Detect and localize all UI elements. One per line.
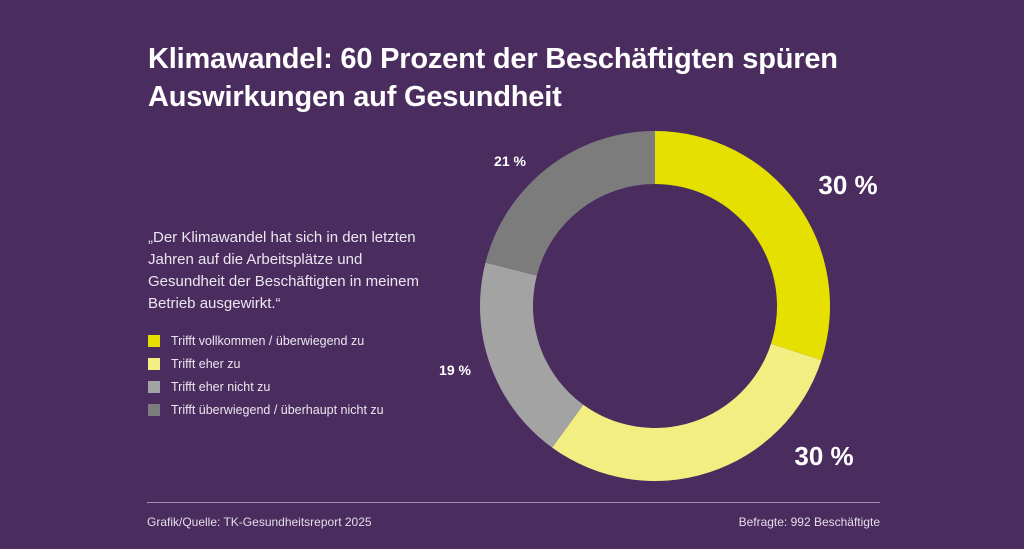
legend-label: Trifft eher nicht zu	[171, 379, 271, 394]
legend-label: Trifft überwiegend / überhaupt nicht zu	[171, 402, 384, 417]
slice-value-label: 21 %	[494, 153, 526, 169]
slice-value-label: 30 %	[818, 170, 877, 200]
chart-title: Klimawandel: 60 Prozent der Beschäftigte…	[148, 43, 838, 113]
slice-value-label: 30 %	[794, 441, 853, 471]
donut-slice	[480, 262, 584, 448]
legend-item: Trifft eher zu	[148, 352, 384, 375]
legend-item: Trifft eher nicht zu	[148, 375, 384, 398]
legend-swatch	[148, 380, 160, 393]
footer-divider	[147, 502, 880, 503]
respondents-note: Befragte: 992 Beschäftigte	[738, 515, 880, 529]
source-note: Grafik/Quelle: TK-Gesundheitsreport 2025	[147, 515, 372, 529]
legend-swatch	[148, 357, 160, 370]
donut-slice	[655, 131, 830, 361]
donut-slice	[485, 131, 655, 276]
donut-slice	[552, 343, 822, 482]
survey-question: „Der Klimawandel hat sich in den letzten…	[148, 229, 419, 312]
slice-value-label: 19 %	[439, 362, 471, 378]
legend-label: Trifft eher zu	[171, 356, 241, 371]
legend-item: Trifft überwiegend / überhaupt nicht zu	[148, 398, 384, 421]
legend-label: Trifft vollkommen / überwiegend zu	[171, 333, 365, 348]
legend-item: Trifft vollkommen / überwiegend zu	[148, 329, 384, 352]
legend: Trifft vollkommen / überwiegend zu Triff…	[148, 329, 384, 421]
legend-swatch	[148, 334, 160, 347]
legend-swatch	[148, 403, 160, 416]
